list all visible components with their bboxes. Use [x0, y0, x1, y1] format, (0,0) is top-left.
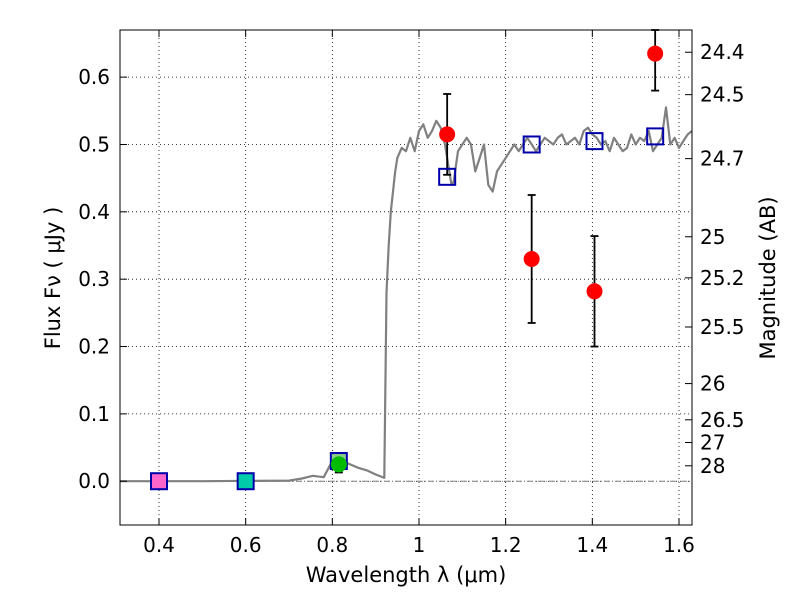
y-tick-label: 0.4: [78, 200, 110, 224]
y2-tick-label: 25: [700, 225, 725, 249]
y2-tick-label: 26.5: [700, 408, 745, 432]
y-tick-label: 0.5: [78, 132, 110, 156]
y2-tick-label: 26: [700, 372, 725, 396]
y-tick-label: 0.6: [78, 65, 110, 89]
y-tick-label: 0.3: [78, 267, 110, 291]
synthetic-square-marker: [236, 472, 255, 491]
y-axis-label: Flux Fν ( μJy ): [41, 207, 65, 350]
y2-tick-label: 24.5: [700, 83, 745, 107]
synthetic-square-marker: [150, 472, 168, 491]
y-tick-label: 0.2: [78, 335, 110, 359]
observed-point-marker: [647, 45, 664, 62]
observed-point-marker: [586, 283, 603, 300]
x-tick-label: 1.2: [490, 533, 522, 557]
axis-ticks: 0.4 0.6 0.8 1 1.2 1.4 1.6 0.0 0.1 0.2 0.3 0.4 0.5 0.6…: [78, 30, 745, 557]
y2-tick-label: 28: [700, 454, 725, 478]
x-tick-label: 0.4: [143, 533, 175, 557]
y2-tick-label: 24.4: [700, 40, 745, 64]
y2-tick-label: 24.7: [700, 147, 745, 171]
y-tick-label: 0.1: [78, 402, 110, 426]
synthetic-square-marker: [646, 127, 665, 146]
synthetic-square-marker: [585, 132, 604, 151]
x-tick-label: 1: [413, 533, 426, 557]
synthetic-square-marker: [522, 135, 541, 154]
x-tick-label: 0.6: [230, 533, 262, 557]
y-tick-label: 0.0: [78, 469, 110, 493]
x-tick-label: 1.4: [576, 533, 608, 557]
model-sed-line: [120, 106, 693, 483]
y2-axis-label: Magnitude (AB): [756, 196, 780, 359]
observed-point-marker: [439, 126, 456, 143]
x-tick-label: 0.8: [316, 533, 348, 557]
x-tick-label: 1.6: [663, 533, 695, 557]
y2-tick-label: 27: [700, 431, 725, 455]
observed-point-marker: [330, 456, 347, 473]
y2-tick-label: 25.5: [700, 315, 745, 339]
x-axis-label: Wavelength λ (μm): [306, 563, 507, 587]
observed-point-marker: [523, 250, 540, 267]
synthetic-square-marker: [438, 167, 457, 186]
y2-tick-label: 25.2: [700, 266, 745, 290]
